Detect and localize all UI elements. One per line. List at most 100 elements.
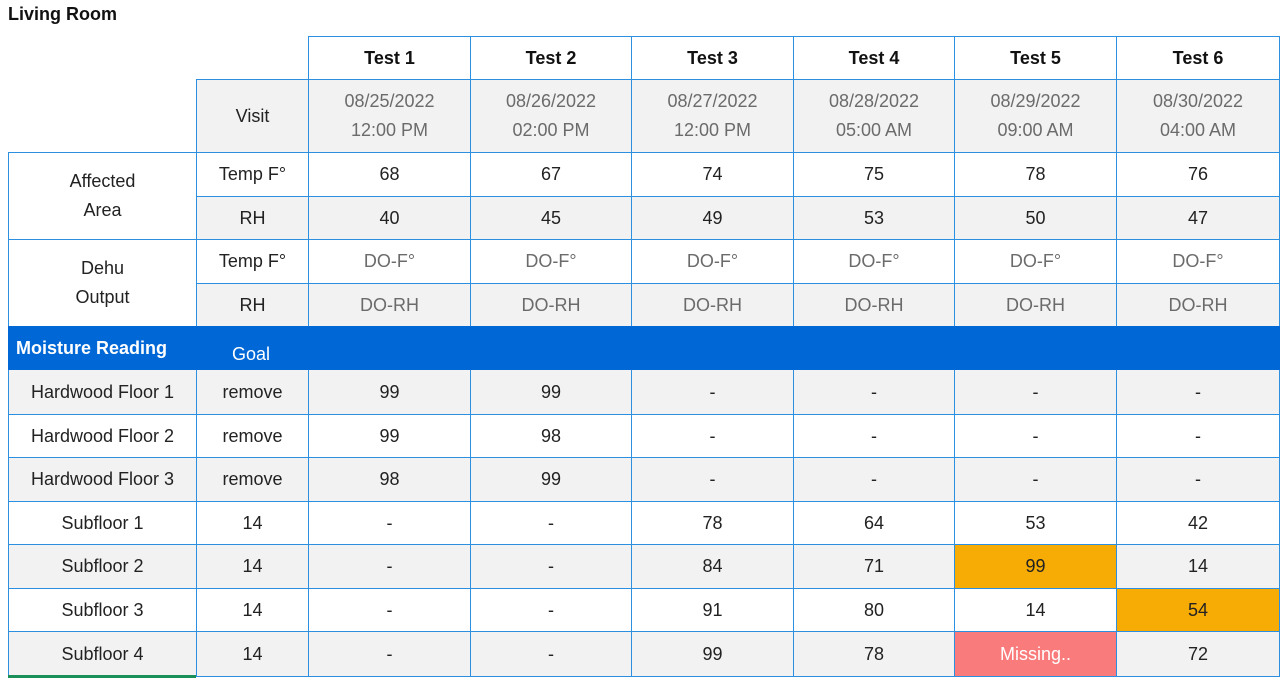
affected-temp-value: 75	[793, 152, 954, 196]
moisture-row-goal: remove	[196, 457, 308, 501]
dehu-temp-value: DO-F°	[470, 239, 631, 283]
moisture-reading-title: Moisture Reading	[16, 338, 168, 358]
goal-column-header: Goal	[232, 344, 271, 364]
affected-rh-label: RH	[196, 196, 308, 239]
moisture-reading-cell: 91	[631, 588, 793, 631]
moisture-row-name: Hardwood Floor 2	[8, 414, 196, 457]
moisture-row-name: Subfloor 1	[8, 501, 196, 544]
moisture-reading-cell-missing: Missing..	[954, 631, 1116, 676]
page-title: Living Room	[8, 4, 117, 24]
column-header-test-3: Test 3	[631, 36, 793, 79]
moisture-row-goal: 14	[196, 544, 308, 588]
moisture-reading-cell: -	[308, 631, 470, 676]
moisture-reading-cell: 78	[631, 501, 793, 544]
moisture-row-goal: 14	[196, 501, 308, 544]
dehu-rh-value: DO-RH	[308, 283, 470, 326]
visit-datetime-test-4: 08/28/2022 05:00 AM	[793, 79, 954, 152]
moisture-reading-cell: 72	[1116, 631, 1279, 676]
moisture-reading-cell: -	[793, 370, 954, 414]
moisture-reading-cell: -	[954, 457, 1116, 501]
moisture-row-name: Subfloor 2	[8, 544, 196, 588]
visit-datetime-test-6: 08/30/2022 04:00 AM	[1116, 79, 1279, 152]
moisture-reading-header-band	[8, 326, 1280, 370]
moisture-reading-cell: 99	[308, 370, 470, 414]
affected-rh-value: 40	[308, 196, 470, 239]
moisture-reading-cell: 14	[954, 588, 1116, 631]
visit-label: Visit	[196, 79, 308, 152]
affected-temp-label: Temp F°	[196, 152, 308, 196]
column-header-test-5: Test 5	[954, 36, 1116, 79]
dehu-rh-value: DO-RH	[470, 283, 631, 326]
affected-temp-value: 67	[470, 152, 631, 196]
column-header-test-2: Test 2	[470, 36, 631, 79]
affected-rh-value: 45	[470, 196, 631, 239]
moisture-reading-cell: -	[1116, 414, 1279, 457]
dehu-temp-value: DO-F°	[793, 239, 954, 283]
affected-rh-value: 49	[631, 196, 793, 239]
moisture-reading-cell: -	[1116, 370, 1279, 414]
moisture-reading-cell: 84	[631, 544, 793, 588]
visit-datetime-test-1: 08/25/2022 12:00 PM	[308, 79, 470, 152]
moisture-row-name: Hardwood Floor 1	[8, 370, 196, 414]
column-header-test-1: Test 1	[308, 36, 470, 79]
dehu-rh-value: DO-RH	[631, 283, 793, 326]
visit-datetime-test-3: 08/27/2022 12:00 PM	[631, 79, 793, 152]
affected-area-label: Affected Area	[8, 152, 196, 239]
moisture-reading-cell: -	[308, 588, 470, 631]
moisture-row-name: Subfloor 4	[8, 631, 196, 676]
moisture-reading-cell: 53	[954, 501, 1116, 544]
row-selection-indicator	[8, 675, 196, 678]
moisture-row-goal: remove	[196, 414, 308, 457]
moisture-reading-cell-warning: 54	[1116, 588, 1279, 631]
moisture-reading-cell: 98	[308, 457, 470, 501]
moisture-row-goal: remove	[196, 370, 308, 414]
moisture-reading-cell: -	[793, 414, 954, 457]
dehu-temp-value: DO-F°	[631, 239, 793, 283]
moisture-reading-cell: -	[954, 370, 1116, 414]
affected-rh-value: 50	[954, 196, 1116, 239]
moisture-reading-cell: 99	[470, 457, 631, 501]
moisture-reading-cell: -	[631, 457, 793, 501]
moisture-reading-cell: -	[470, 588, 631, 631]
moisture-reading-cell: 42	[1116, 501, 1279, 544]
moisture-reading-cell: 71	[793, 544, 954, 588]
dehu-output-label: Dehu Output	[8, 239, 196, 326]
moisture-reading-cell-warning: 99	[954, 544, 1116, 588]
moisture-reading-cell: -	[1116, 457, 1279, 501]
moisture-reading-cell: 98	[470, 414, 631, 457]
affected-temp-value: 76	[1116, 152, 1279, 196]
affected-rh-value: 53	[793, 196, 954, 239]
moisture-reading-cell: -	[470, 501, 631, 544]
dehu-rh-value: DO-RH	[793, 283, 954, 326]
moisture-row-goal: 14	[196, 631, 308, 676]
moisture-reading-cell: -	[793, 457, 954, 501]
moisture-reading-cell: 64	[793, 501, 954, 544]
visit-datetime-test-2: 08/26/2022 02:00 PM	[470, 79, 631, 152]
moisture-reading-cell: -	[470, 631, 631, 676]
moisture-reading-cell: 78	[793, 631, 954, 676]
moisture-reading-cell: -	[308, 544, 470, 588]
moisture-reading-cell: -	[470, 544, 631, 588]
affected-rh-value: 47	[1116, 196, 1279, 239]
dehu-rh-value: DO-RH	[1116, 283, 1279, 326]
affected-temp-value: 74	[631, 152, 793, 196]
moisture-reading-cell: 99	[308, 414, 470, 457]
moisture-row-goal: 14	[196, 588, 308, 631]
moisture-reading-cell: 80	[793, 588, 954, 631]
moisture-reading-cell: -	[954, 414, 1116, 457]
dehu-rh-value: DO-RH	[954, 283, 1116, 326]
visit-datetime-test-5: 08/29/2022 09:00 AM	[954, 79, 1116, 152]
column-header-test-4: Test 4	[793, 36, 954, 79]
dehu-temp-value: DO-F°	[1116, 239, 1279, 283]
moisture-row-name: Hardwood Floor 3	[8, 457, 196, 501]
affected-temp-value: 68	[308, 152, 470, 196]
moisture-reading-cell: 14	[1116, 544, 1279, 588]
column-header-test-6: Test 6	[1116, 36, 1279, 79]
moisture-reading-cell: -	[308, 501, 470, 544]
moisture-reading-cell: -	[631, 414, 793, 457]
moisture-reading-cell: 99	[470, 370, 631, 414]
dehu-temp-value: DO-F°	[954, 239, 1116, 283]
table-bottom-border	[196, 676, 1280, 677]
affected-temp-value: 78	[954, 152, 1116, 196]
moisture-row-name: Subfloor 3	[8, 588, 196, 631]
